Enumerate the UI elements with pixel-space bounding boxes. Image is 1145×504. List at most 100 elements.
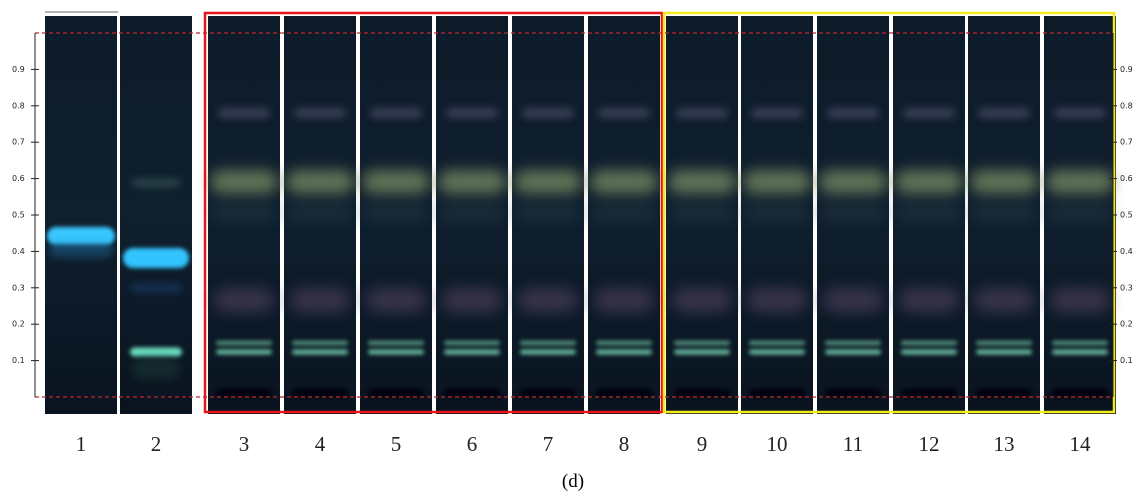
group-box-yellow: [662, 11, 1116, 414]
band: [743, 170, 811, 194]
band: [368, 349, 424, 355]
band: [446, 108, 498, 118]
lane-label: 11: [843, 432, 863, 456]
tick-label: 0.6: [1120, 174, 1133, 183]
band: [49, 243, 113, 257]
band: [751, 108, 803, 118]
tick-label: 0.4: [12, 247, 25, 256]
band: [216, 389, 272, 397]
band: [825, 341, 881, 345]
band: [897, 202, 961, 222]
band: [901, 349, 957, 355]
lane-label: 4: [315, 432, 326, 456]
band: [1052, 341, 1108, 345]
band: [1046, 170, 1114, 194]
axis-ticks: 0.1 0.1 0.2 0.2 0.3 0.3 0.4 0.4 0.5 0.5 0.6 0.6 0.7 0…: [12, 65, 1133, 365]
band: [368, 341, 424, 345]
band: [590, 170, 658, 194]
band: [370, 108, 422, 118]
band: [821, 202, 885, 222]
band: [1052, 389, 1108, 397]
band: [1048, 202, 1112, 222]
band: [216, 341, 272, 345]
lane: 12: [893, 16, 965, 456]
lane-label: 6: [467, 432, 478, 456]
band: [825, 349, 881, 355]
band: [592, 202, 656, 222]
band: [596, 341, 652, 345]
band: [749, 341, 805, 345]
band: [819, 170, 887, 194]
lane-label: 13: [994, 432, 1015, 456]
lane-label: 14: [1070, 432, 1092, 456]
band: [123, 248, 189, 268]
band: [976, 389, 1032, 397]
band: [132, 357, 180, 379]
band: [974, 288, 1034, 312]
lane: 1: [45, 16, 117, 456]
lane-label: 12: [919, 432, 940, 456]
band: [444, 389, 500, 397]
band: [674, 341, 730, 345]
band: [444, 341, 500, 345]
lane-label: 5: [391, 432, 402, 456]
band: [676, 108, 728, 118]
tick-label: 0.2: [1120, 320, 1133, 329]
band: [823, 288, 883, 312]
lane: 8: [588, 16, 660, 456]
band: [827, 108, 879, 118]
band: [901, 389, 957, 397]
tick-label: 0.7: [12, 138, 25, 147]
caption: (d): [562, 471, 584, 492]
band: [674, 389, 730, 397]
band: [212, 202, 276, 222]
band: [976, 341, 1032, 345]
tick-label: 0.3: [1120, 283, 1133, 292]
lane: 5: [360, 16, 432, 456]
band: [520, 349, 576, 355]
band: [216, 349, 272, 355]
lane: 10: [741, 16, 813, 456]
band: [366, 288, 426, 312]
band: [292, 341, 348, 345]
tick-label: 0.9: [1120, 65, 1133, 74]
band: [516, 202, 580, 222]
band: [970, 170, 1038, 194]
band: [362, 170, 430, 194]
band: [286, 170, 354, 194]
plate: 1 2 3 4 5 6 7 8 9 10 11 12 13 14: [45, 16, 1116, 456]
band: [130, 284, 182, 292]
tick-label: 0.2: [12, 320, 25, 329]
lane: 9: [666, 16, 738, 456]
band: [978, 108, 1030, 118]
lane: 11: [817, 16, 889, 456]
tick-label: 0.5: [1120, 211, 1133, 220]
band: [292, 389, 348, 397]
band: [288, 202, 352, 222]
lane: 4: [284, 16, 356, 456]
band: [749, 389, 805, 397]
tick-label: 0.9: [12, 65, 25, 74]
band: [290, 288, 350, 312]
band: [749, 349, 805, 355]
band: [903, 108, 955, 118]
lane-bg: [45, 16, 117, 414]
band: [670, 202, 734, 222]
tick-label: 0.1: [1120, 356, 1133, 365]
band: [674, 349, 730, 355]
tick-label: 0.6: [12, 174, 25, 183]
tick-label: 0.8: [1120, 101, 1133, 110]
band: [976, 349, 1032, 355]
lane: 13: [968, 16, 1040, 456]
band: [596, 389, 652, 397]
band: [47, 227, 115, 245]
band: [747, 288, 807, 312]
lane-label: 3: [239, 432, 250, 456]
band: [132, 179, 180, 187]
lane: 6: [436, 16, 508, 456]
lane-label: 9: [697, 432, 708, 456]
band: [210, 170, 278, 194]
band: [292, 349, 348, 355]
lane-label: 1: [76, 432, 87, 456]
